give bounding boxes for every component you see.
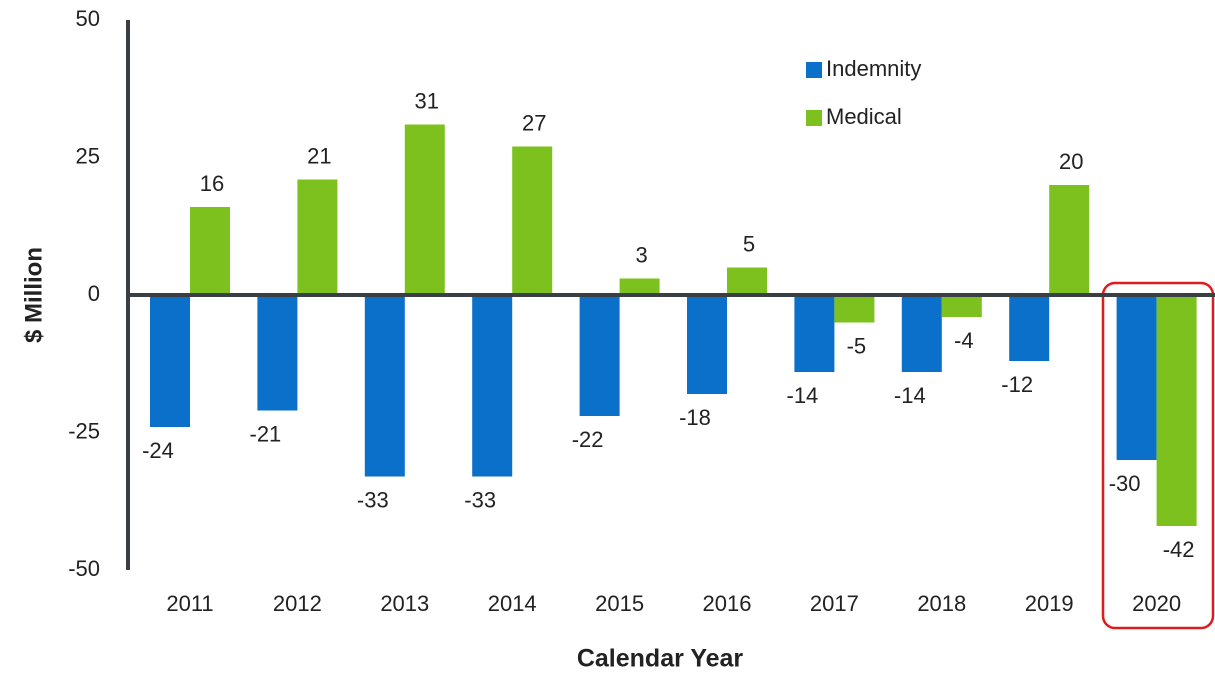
bar (404, 124, 445, 295)
data-label: 3 (635, 242, 647, 267)
bar (727, 267, 767, 295)
bar (1156, 295, 1197, 526)
y-tick-label: -50 (68, 556, 100, 581)
bar (619, 278, 660, 295)
data-label: -24 (142, 438, 174, 463)
data-label: 27 (522, 110, 546, 135)
legend-swatch (806, 62, 822, 78)
bar (579, 295, 620, 416)
data-label: -12 (1001, 372, 1033, 397)
bar (1009, 295, 1050, 361)
bar (1116, 295, 1157, 460)
y-tick-label: 25 (76, 143, 100, 168)
x-tick-label: 2015 (595, 591, 644, 616)
data-label: -30 (1109, 471, 1141, 496)
data-label: -14 (787, 383, 819, 408)
x-tick-label: 2018 (917, 591, 966, 616)
x-tick-label: 2020 (1132, 591, 1181, 616)
bar (364, 295, 405, 477)
data-label: 5 (743, 231, 755, 256)
highlight-box (1101, 281, 1215, 630)
x-tick-label: 2016 (703, 591, 752, 616)
y-tick-label: 50 (76, 6, 100, 31)
data-label: 16 (200, 171, 224, 196)
x-tick-label: 2012 (273, 591, 322, 616)
data-label: -22 (572, 427, 604, 452)
y-tick-label: 0 (88, 281, 100, 306)
data-label: 31 (415, 88, 439, 113)
legend-label: Medical (826, 104, 902, 129)
x-tick-label: 2013 (380, 591, 429, 616)
x-axis-label: Calendar Year (577, 645, 744, 673)
data-label: -5 (847, 333, 867, 358)
data-label: -4 (954, 328, 974, 353)
bar (512, 146, 553, 295)
data-label: -33 (357, 487, 389, 512)
data-label: 20 (1059, 149, 1083, 174)
y-axis-label: $ Million (20, 247, 47, 343)
x-tick-label: 2011 (166, 591, 213, 616)
x-tick-label: 2017 (810, 591, 859, 616)
bar (257, 295, 298, 411)
bar (834, 295, 875, 323)
data-label: -18 (679, 405, 711, 430)
y-tick-label: -25 (68, 418, 100, 443)
bar (472, 295, 513, 477)
bar (190, 207, 230, 295)
bar (901, 295, 942, 372)
data-label: -33 (464, 487, 496, 512)
data-label: -14 (894, 383, 926, 408)
bar (794, 295, 835, 372)
bar (297, 179, 338, 295)
data-label: 21 (307, 143, 331, 168)
x-tick-label: 2014 (488, 591, 537, 616)
legend-label: Indemnity (826, 56, 921, 81)
legend-swatch (806, 110, 822, 126)
bar (1049, 185, 1090, 295)
data-label: -42 (1163, 537, 1195, 562)
x-tick-label: 2019 (1025, 591, 1074, 616)
bar (687, 295, 727, 394)
bar (941, 295, 982, 317)
data-label: -21 (250, 421, 282, 446)
bar (150, 295, 190, 427)
